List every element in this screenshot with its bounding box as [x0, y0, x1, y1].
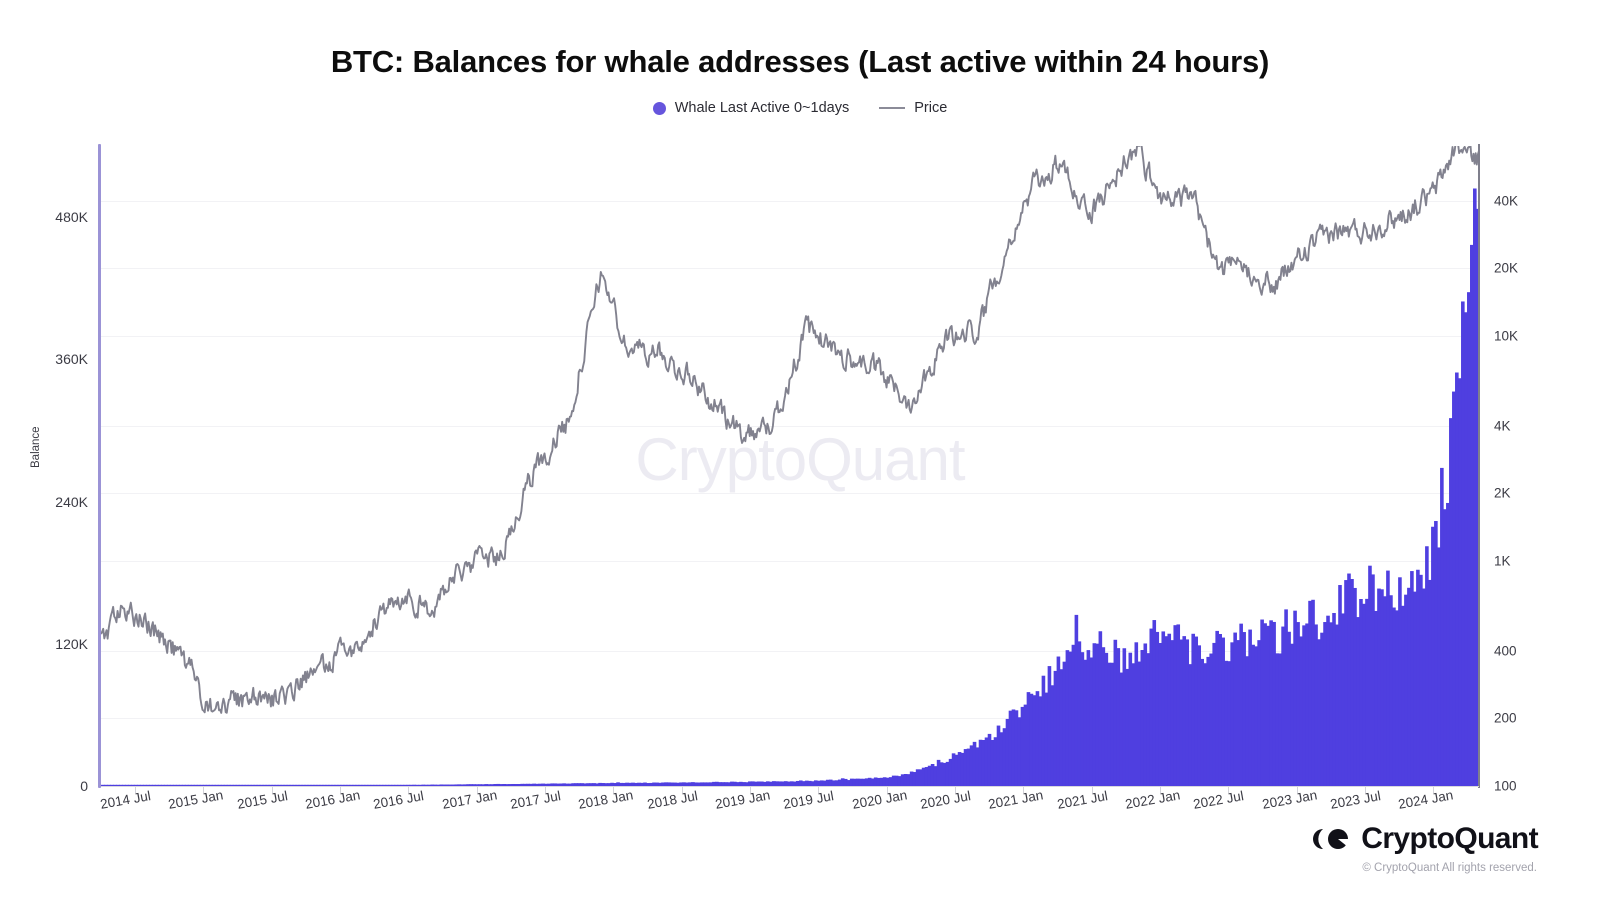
x-axis-tick-label: 2021 Jan: [987, 787, 1045, 812]
chart-title: BTC: Balances for whale addresses (Last …: [330, 44, 1270, 79]
y-axis-left-tick-label: 240K: [55, 493, 88, 510]
x-axis-tick-label: 2017 Jul: [509, 788, 563, 812]
x-axis-tick-label: 2021 Jul: [1055, 788, 1109, 812]
x-axis-tick-label: 2023 Jan: [1260, 787, 1319, 812]
x-axis-tick-mark: [1296, 786, 1298, 793]
x-axis-tick-label: 2018 Jul: [645, 788, 699, 812]
y-axis-right-tick-label: 2K: [1494, 485, 1511, 501]
brand-logo: CryptoQuant: [1311, 822, 1539, 856]
gridline: [101, 268, 1479, 270]
y-axis-right-tick-label: 200: [1494, 710, 1517, 726]
x-axis-tick-mark: [1160, 786, 1162, 793]
x-axis-tick-mark: [545, 786, 547, 793]
x-axis-tick-mark: [681, 786, 683, 793]
gridline: [101, 718, 1479, 720]
gridline: [101, 425, 1479, 427]
x-axis-tick-mark: [1023, 786, 1025, 793]
axis-y-left-title: Balance: [30, 426, 42, 468]
y-axis-right-tick-label: 20K: [1494, 260, 1519, 276]
line-marker-icon: [879, 107, 906, 109]
x-axis-tick-mark: [613, 786, 615, 793]
x-axis-tick-mark: [476, 786, 478, 793]
x-axis-tick-mark: [886, 786, 888, 793]
x-axis-tick-label: 2022 Jan: [1124, 787, 1182, 812]
gridline: [101, 200, 1479, 202]
y-axis-left-tick-label: 480K: [55, 209, 88, 226]
x-axis-tick-mark: [271, 786, 273, 793]
x-axis-tick-mark: [1091, 786, 1093, 793]
legend-label-whale: Whale Last Active 0~1days: [674, 100, 850, 116]
y-axis-right-tick-label: 4K: [1494, 418, 1511, 434]
y-axis-right-line: [1478, 144, 1480, 788]
gridline: [101, 561, 1479, 563]
x-axis-tick-mark: [340, 786, 342, 793]
x-axis-tick-label: 2015 Jul: [235, 788, 289, 812]
x-axis-tick-label: 2019 Jul: [782, 788, 836, 812]
x-axis-tick-mark: [818, 786, 820, 793]
chart-series-layer: [101, 146, 1479, 786]
x-axis-tick-label: 2017 Jan: [440, 787, 499, 812]
bar-series-whale-balance: [101, 188, 1479, 786]
circle-marker-icon: [652, 101, 666, 115]
x-axis-tick-mark: [135, 786, 137, 793]
gridline: [101, 650, 1479, 652]
y-axis-right-tick-label: 10K: [1494, 328, 1519, 344]
gridline: [101, 336, 1479, 338]
x-axis-tick-label: 2015 Jan: [167, 787, 225, 812]
y-axis-left-line: [98, 144, 101, 788]
x-axis-tick-label: 2016 Jul: [372, 788, 426, 812]
cryptoquant-logo-icon: [1313, 829, 1349, 849]
y-axis-left-tick-label: 360K: [55, 351, 88, 368]
x-axis-tick-label: 2024 Jan: [1397, 787, 1455, 812]
x-axis-tick-label: 2023 Jul: [1329, 788, 1382, 812]
brand-name: CryptoQuant: [1361, 822, 1538, 855]
x-axis-tick-mark: [1365, 786, 1367, 793]
legend-label-price: Price: [914, 100, 948, 116]
y-axis-right-tick-label: 100: [1494, 778, 1517, 794]
x-axis-tick-mark: [408, 786, 410, 793]
copyright-text: © CryptoQuant All rights reserved.: [1362, 862, 1537, 874]
x-axis-tick-label: 2014 Jul: [99, 788, 153, 812]
x-axis-tick-mark: [203, 786, 205, 793]
x-axis-tick-mark: [1228, 786, 1230, 793]
plot-area[interactable]: [101, 146, 1479, 786]
x-axis-tick-label: 2022 Jul: [1192, 788, 1246, 812]
legend-item-price[interactable]: Price: [879, 100, 947, 116]
x-axis-line: [101, 786, 1479, 787]
x-axis-tick-label: 2019 Jan: [714, 787, 772, 812]
y-axis-right-tick-label: 400: [1494, 643, 1517, 659]
x-axis-tick-label: 2020 Jan: [850, 787, 909, 812]
chart-legend: Whale Last Active 0~1days Price: [0, 100, 1600, 116]
x-axis-tick-label: 2016 Jan: [304, 787, 362, 812]
gridline: [101, 493, 1479, 495]
x-axis-tick-label: 2018 Jan: [577, 787, 635, 812]
x-axis-tick-mark: [750, 786, 752, 793]
y-axis-right-tick-label: 40K: [1494, 193, 1519, 209]
x-axis-tick-mark: [1433, 786, 1435, 793]
y-axis-left-tick-label: 120K: [55, 635, 88, 652]
y-axis-left-tick-label: 0: [80, 778, 88, 794]
x-axis-tick-label: 2020 Jul: [919, 788, 973, 812]
line-series-btc-price: [101, 146, 1479, 714]
x-axis-tick-mark: [955, 786, 957, 793]
legend-item-whale[interactable]: Whale Last Active 0~1days: [652, 100, 850, 116]
y-axis-right-tick-label: 1K: [1494, 553, 1511, 569]
